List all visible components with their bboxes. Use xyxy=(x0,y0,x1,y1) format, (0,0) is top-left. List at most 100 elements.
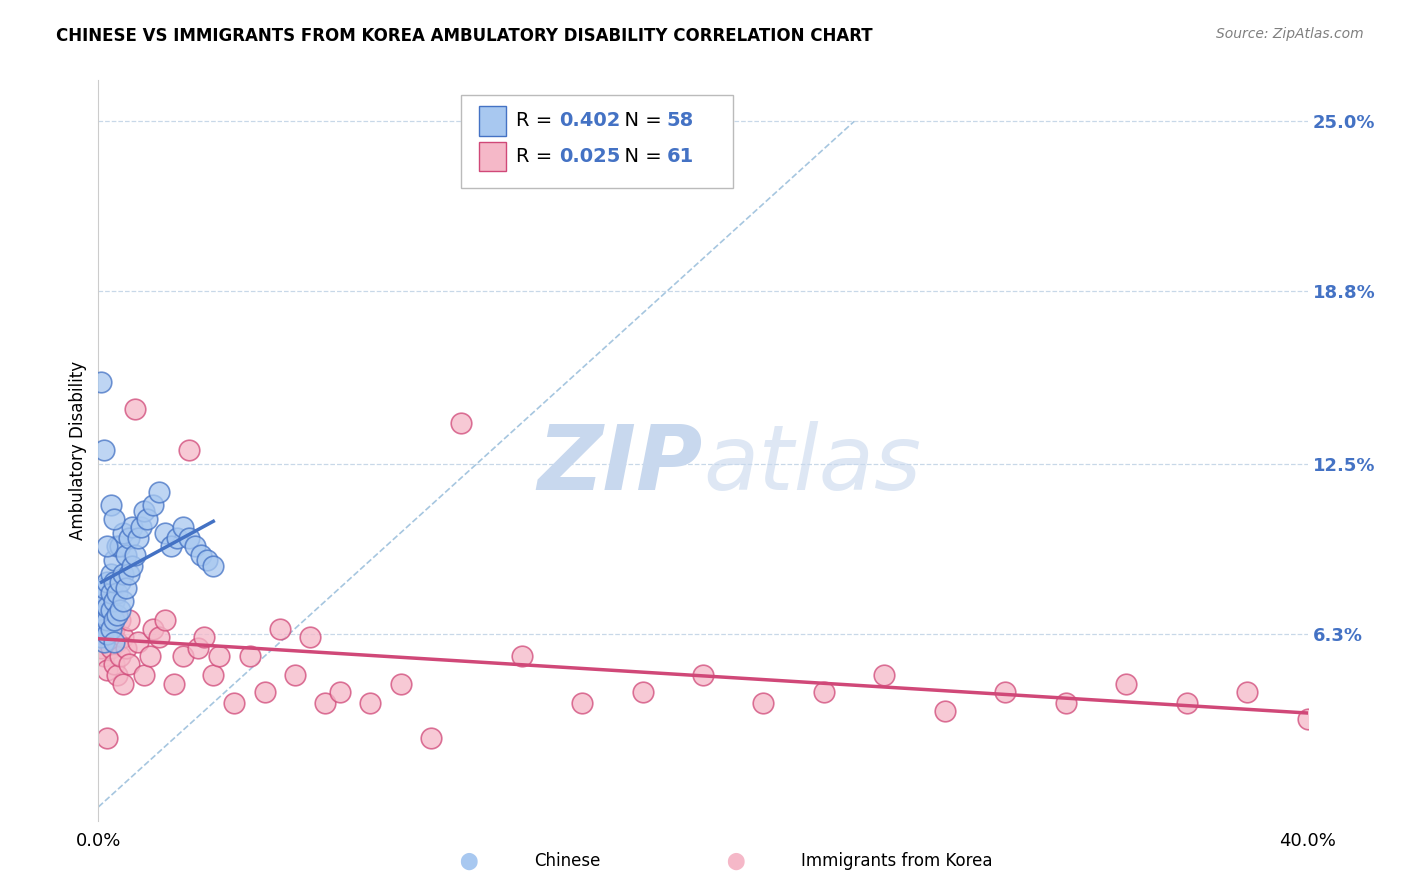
Point xyxy=(1115,676,1137,690)
Point xyxy=(90,602,112,616)
Point xyxy=(121,558,143,573)
Point xyxy=(153,614,176,628)
Point xyxy=(105,607,128,622)
Point xyxy=(994,685,1017,699)
Text: R =: R = xyxy=(516,112,558,130)
Point xyxy=(166,531,188,545)
Point xyxy=(193,630,215,644)
Text: ⬤: ⬤ xyxy=(460,852,478,870)
Point xyxy=(93,649,115,664)
Point xyxy=(190,548,212,562)
Point xyxy=(329,685,352,699)
Point xyxy=(103,512,125,526)
Point xyxy=(389,676,412,690)
Point xyxy=(284,668,307,682)
Point xyxy=(96,627,118,641)
Point xyxy=(93,597,115,611)
Text: 58: 58 xyxy=(666,112,695,130)
Point xyxy=(1175,696,1198,710)
Text: 61: 61 xyxy=(666,147,695,166)
Point xyxy=(360,696,382,710)
Text: ⬤: ⬤ xyxy=(727,852,745,870)
Point xyxy=(184,540,207,554)
Point xyxy=(139,649,162,664)
Point xyxy=(179,531,201,545)
Point xyxy=(1296,712,1319,726)
Point xyxy=(93,581,115,595)
Text: Source: ZipAtlas.com: Source: ZipAtlas.com xyxy=(1216,27,1364,41)
Point xyxy=(172,520,194,534)
Y-axis label: Ambulatory Disability: Ambulatory Disability xyxy=(69,361,87,540)
Point xyxy=(100,622,122,636)
Point xyxy=(124,548,146,562)
Point xyxy=(132,504,155,518)
Point xyxy=(108,540,131,554)
Point xyxy=(105,635,128,649)
Point xyxy=(813,685,835,699)
Point xyxy=(934,704,956,718)
Point xyxy=(114,581,136,595)
Point xyxy=(111,676,134,690)
Text: ZIP: ZIP xyxy=(537,421,703,509)
Point xyxy=(571,696,593,710)
Point xyxy=(90,640,112,655)
Point xyxy=(172,649,194,664)
Point xyxy=(96,630,118,644)
Point xyxy=(114,640,136,655)
Point xyxy=(187,640,209,655)
Point xyxy=(103,575,125,590)
FancyBboxPatch shape xyxy=(461,95,734,187)
Point xyxy=(129,520,152,534)
Point xyxy=(510,649,533,664)
Point xyxy=(103,635,125,649)
Point xyxy=(631,685,654,699)
Point xyxy=(93,607,115,622)
Text: 0.402: 0.402 xyxy=(560,112,620,130)
Point xyxy=(105,540,128,554)
Point xyxy=(1236,685,1258,699)
Point xyxy=(420,731,443,746)
Point xyxy=(108,602,131,616)
Point xyxy=(224,696,246,710)
Point xyxy=(108,614,131,628)
Point xyxy=(103,594,125,608)
Point xyxy=(96,599,118,614)
Point xyxy=(450,416,472,430)
FancyBboxPatch shape xyxy=(479,106,506,136)
Point xyxy=(692,668,714,682)
Point xyxy=(299,630,322,644)
Point xyxy=(118,566,141,581)
Point xyxy=(93,622,115,636)
Point xyxy=(100,566,122,581)
Point xyxy=(160,540,183,554)
Point xyxy=(253,685,276,699)
Point xyxy=(752,696,775,710)
Point xyxy=(103,622,125,636)
Point xyxy=(202,668,225,682)
Point xyxy=(90,375,112,389)
Text: Immigrants from Korea: Immigrants from Korea xyxy=(801,852,993,870)
FancyBboxPatch shape xyxy=(479,142,506,171)
Point xyxy=(90,586,112,600)
Point xyxy=(96,663,118,677)
Point xyxy=(142,498,165,512)
Text: R =: R = xyxy=(516,147,558,166)
Point xyxy=(118,614,141,628)
Point xyxy=(127,635,149,649)
Point xyxy=(208,649,231,664)
Point xyxy=(135,512,157,526)
Point xyxy=(100,640,122,655)
Text: CHINESE VS IMMIGRANTS FROM KOREA AMBULATORY DISABILITY CORRELATION CHART: CHINESE VS IMMIGRANTS FROM KOREA AMBULAT… xyxy=(56,27,873,45)
Point xyxy=(111,566,134,581)
Point xyxy=(163,676,186,690)
Point xyxy=(105,668,128,682)
Point xyxy=(90,602,112,616)
Point xyxy=(90,630,112,644)
Point xyxy=(118,531,141,545)
Text: N =: N = xyxy=(613,147,668,166)
Point xyxy=(195,553,218,567)
Point xyxy=(108,649,131,664)
Text: atlas: atlas xyxy=(703,421,921,509)
Point xyxy=(100,586,122,600)
Text: 0.025: 0.025 xyxy=(560,147,620,166)
